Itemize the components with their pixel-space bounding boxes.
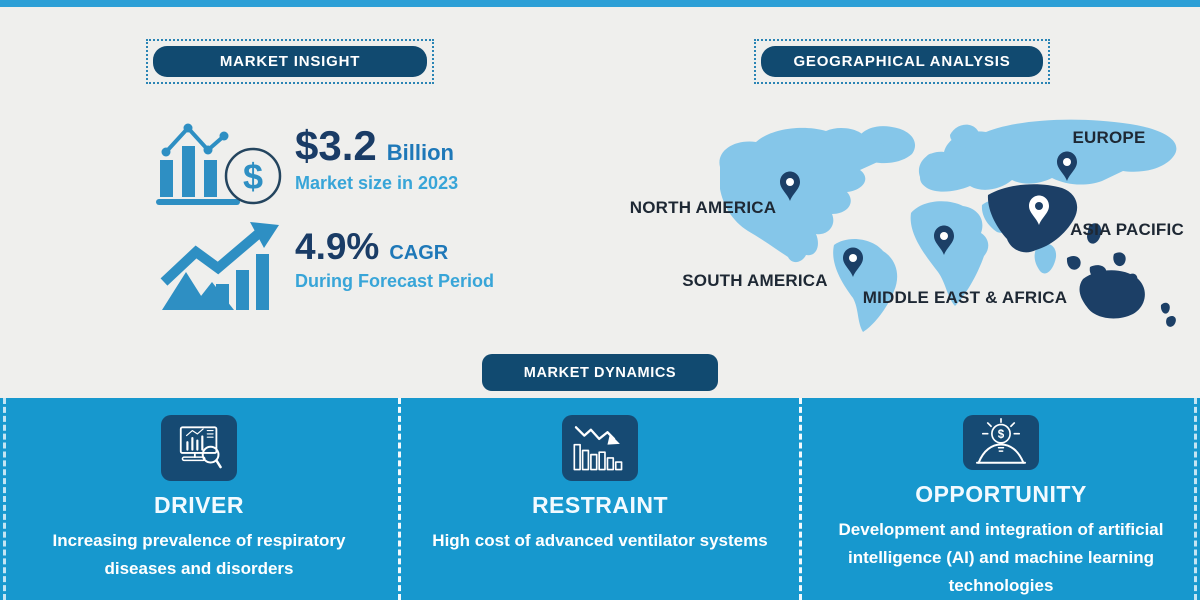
driver-icon-tile (161, 415, 237, 481)
declining-chart-icon (573, 426, 623, 471)
region-label-europe: EUROPE (1072, 128, 1146, 147)
market-insight-chip: MARKET INSIGHT (146, 39, 434, 84)
bar-chart-dollar-icon: $ (156, 123, 282, 205)
dynamics-left-dashed-edge (3, 398, 6, 600)
opportunity-heading: OPPORTUNITY (915, 480, 1087, 507)
region-label-north-america: NORTH AMERICA (629, 198, 777, 217)
top-accent-bar (0, 0, 1200, 7)
market-size-unit: Billion (386, 140, 454, 165)
bulb-dollar-icon: $ (975, 418, 1027, 465)
market-size-value: $3.2 (295, 122, 377, 169)
geographical-analysis-chip: GEOGRAPHICAL ANALYSIS (754, 39, 1050, 84)
market-size-caption: Market size in 2023 (295, 173, 459, 193)
map-pin-south-america (843, 247, 863, 277)
restraint-icon-tile (562, 415, 638, 481)
world-map (719, 119, 1177, 332)
map-highlight-landmass (987, 184, 1176, 327)
region-label-middle-east-africa: MIDDLE EAST & AFRICA (862, 288, 1068, 307)
driver-card: DRIVER Increasing prevalence of respirat… (0, 398, 398, 600)
svg-text:$: $ (998, 428, 1005, 441)
restraint-text: High cost of advanced ventilator systems (432, 531, 768, 550)
region-label-south-america: SOUTH AMERICA (682, 271, 828, 290)
cagr-stat: 4.9% CAGR During Forecast Period (295, 226, 494, 292)
map-pin-middle-east-africa (934, 225, 954, 255)
cagr-value: 4.9% (295, 226, 380, 267)
map-pin-europe (1057, 151, 1077, 181)
map-pin-asia-pacific (1029, 195, 1049, 225)
opportunity-card: $ OPPORTUNITY Development and integratio… (799, 398, 1200, 600)
market-size-stat: $3.2 Billion Market size in 2023 (295, 122, 458, 194)
map-light-landmass (719, 119, 1177, 332)
geographical-analysis-title: GEOGRAPHICAL ANALYSIS (761, 46, 1043, 77)
restraint-card: RESTRAINT High cost of advanced ventilat… (398, 398, 799, 600)
restraint-heading: RESTRAINT (531, 492, 669, 518)
opportunity-text: Development and integration of artificia… (838, 519, 1164, 595)
map-pin-north-america (780, 171, 800, 201)
cagr-unit: CAGR (389, 242, 449, 264)
driver-text: Increasing prevalence of respiratory dis… (52, 531, 346, 579)
market-insight-title: MARKET INSIGHT (153, 46, 427, 77)
opportunity-icon-tile: $ (963, 415, 1039, 470)
dynamics-right-dashed-edge (1194, 398, 1197, 600)
growth-arrow-icon (160, 222, 279, 310)
driver-heading: DRIVER (154, 492, 244, 518)
svg-text:$: $ (243, 156, 263, 197)
cagr-caption: During Forecast Period (295, 271, 495, 291)
monitor-analytics-icon (179, 426, 222, 469)
market-dynamics-section: DRIVER Increasing prevalence of respirat… (0, 398, 1200, 600)
market-dynamics-title: MARKET DYNAMICS (482, 354, 718, 391)
region-label-asia-pacific: ASIA PACIFIC (1070, 220, 1184, 239)
